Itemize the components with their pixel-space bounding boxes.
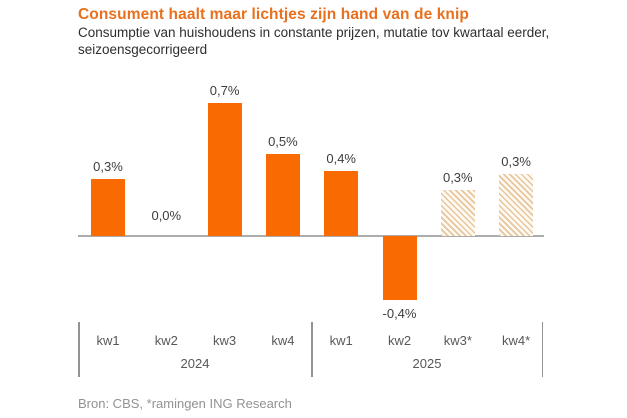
bar-value-label: 0,4% — [326, 151, 356, 166]
bar-forecast — [440, 190, 475, 236]
axis-category-label: kw3 — [213, 333, 237, 348]
source-note: Bron: CBS, *ramingen ING Research — [78, 396, 292, 411]
axis-category-label: kw4 — [271, 333, 295, 348]
axis-category-label: kw4* — [502, 333, 531, 348]
bar — [382, 236, 417, 300]
year-label-2024: 2024 — [180, 356, 210, 371]
bar-forecast — [499, 174, 534, 236]
year-label-2025: 2025 — [412, 356, 442, 371]
bar-value-label: 0,7% — [209, 83, 240, 98]
axis-category-label: kw1 — [329, 333, 353, 348]
axis-divider-left — [78, 322, 80, 377]
chart-subtitle: Consumptie van huishoudens in constante … — [78, 25, 550, 57]
bar-value-label: 0,3% — [501, 154, 531, 169]
bar — [265, 154, 300, 236]
bar-value-label: 0,3% — [93, 159, 123, 174]
axis-category-label: kw3* — [443, 333, 472, 348]
bar — [324, 171, 359, 236]
bar-value-label: 0,0% — [151, 208, 182, 223]
bar-value-label: -0,4% — [382, 306, 417, 321]
x-axis-line — [78, 234, 544, 237]
bar-value-label: 0,3% — [442, 170, 473, 185]
axis-divider-right — [541, 322, 543, 377]
axis-divider-middle — [311, 322, 313, 377]
bar-value-label: 0,5% — [268, 134, 298, 149]
axis-category-label: kw1 — [96, 333, 120, 348]
bar — [91, 179, 125, 236]
axis-category-label: kw2 — [154, 333, 178, 348]
bar — [207, 103, 242, 236]
chart-title: Consument haalt maar lichtjes zijn hand … — [78, 6, 469, 23]
axis-category-label: kw2 — [387, 333, 412, 348]
